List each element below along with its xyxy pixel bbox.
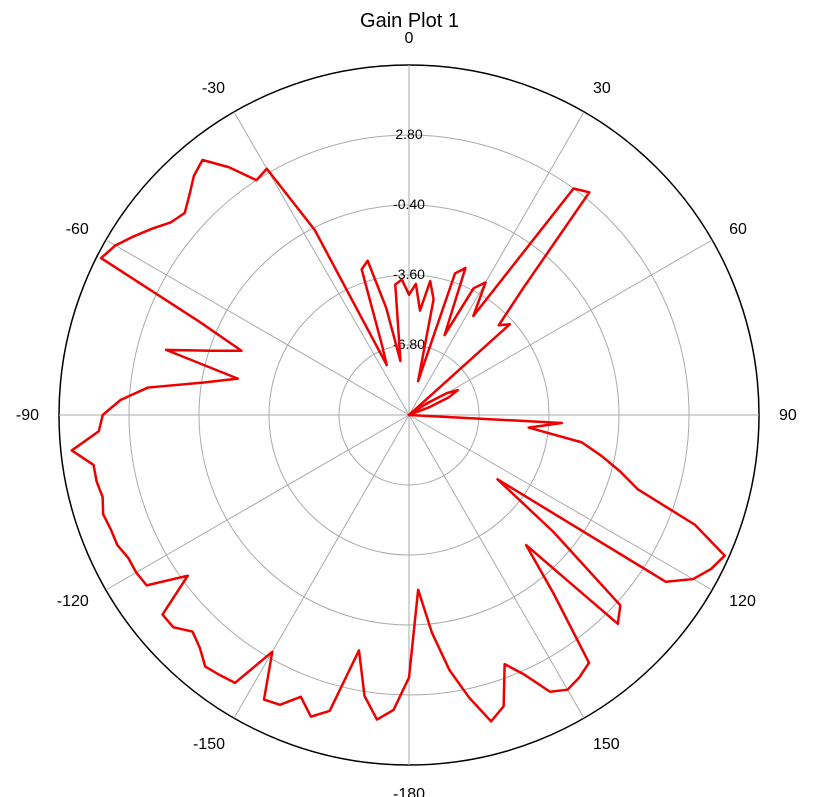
svg-text:30: 30 (593, 80, 611, 97)
svg-text:-0.40: -0.40 (393, 196, 425, 212)
polar-chart-svg: -6.80-3.60-0.402.800306090120150-180-150… (0, 0, 819, 797)
svg-text:2.80: 2.80 (395, 126, 422, 142)
svg-text:150: 150 (593, 736, 620, 753)
svg-text:-60: -60 (66, 221, 89, 238)
svg-text:-120: -120 (57, 593, 89, 610)
svg-text:-150: -150 (193, 736, 225, 753)
svg-text:-3.60: -3.60 (393, 266, 425, 282)
svg-text:0: 0 (405, 30, 414, 47)
svg-text:-30: -30 (202, 80, 225, 97)
svg-text:90: 90 (779, 407, 797, 424)
svg-text:60: 60 (729, 221, 747, 238)
svg-text:-180: -180 (393, 786, 425, 797)
polar-chart-container: { "chart": { "type": "polar-line", "titl… (0, 0, 819, 797)
svg-text:120: 120 (729, 593, 756, 610)
svg-text:-90: -90 (16, 407, 39, 424)
